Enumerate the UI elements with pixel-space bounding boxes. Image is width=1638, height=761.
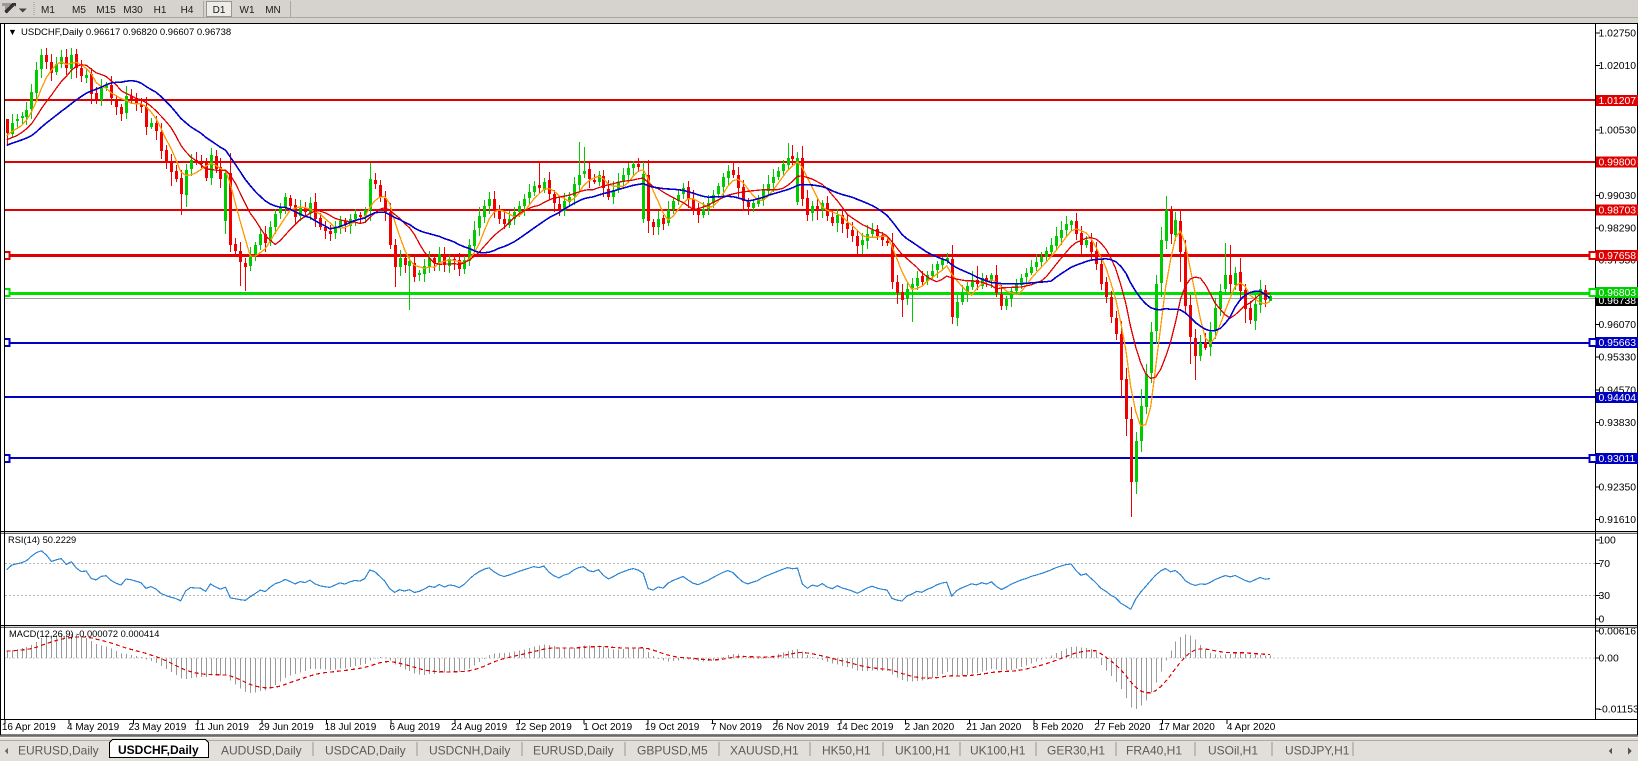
svg-text:1 Oct 2019: 1 Oct 2019 — [583, 722, 632, 733]
svg-text:XAUUSD,H1: XAUUSD,H1 — [730, 744, 799, 758]
svg-text:0.95330: 0.95330 — [1599, 353, 1637, 364]
svg-text:0.99030: 0.99030 — [1599, 191, 1637, 202]
svg-text:UK100,H1: UK100,H1 — [895, 744, 951, 758]
svg-text:EURUSD,Daily: EURUSD,Daily — [533, 744, 614, 758]
svg-text:USDCHF,Daily: USDCHF,Daily — [118, 743, 199, 757]
svg-text:0.92350: 0.92350 — [1599, 483, 1637, 494]
svg-text:30: 30 — [1599, 591, 1611, 602]
svg-text:23 May 2019: 23 May 2019 — [129, 722, 187, 733]
svg-text:M1: M1 — [41, 5, 55, 16]
svg-text:USDCHF,Daily 0.96617 0.96820: USDCHF,Daily 0.96617 0.96820 0.96607 0.9… — [21, 27, 231, 38]
svg-text:0.99800: 0.99800 — [1599, 157, 1637, 168]
svg-text:H1: H1 — [154, 5, 167, 16]
svg-text:0.91610: 0.91610 — [1599, 515, 1637, 526]
svg-text:USDCAD,Daily: USDCAD,Daily — [325, 744, 406, 758]
svg-text:0.93830: 0.93830 — [1599, 418, 1637, 429]
svg-text:1.00530: 1.00530 — [1599, 126, 1637, 137]
svg-text:GBPUSD,M5: GBPUSD,M5 — [637, 744, 708, 758]
svg-text:▼: ▼ — [8, 27, 17, 37]
svg-text:19 Oct 2019: 19 Oct 2019 — [645, 722, 700, 733]
svg-text:0.96070: 0.96070 — [1599, 320, 1637, 331]
svg-text:0.96738: 0.96738 — [1599, 296, 1637, 307]
svg-text:AUDUSD,Daily: AUDUSD,Daily — [221, 744, 302, 758]
svg-text:0.00: 0.00 — [1599, 654, 1619, 665]
svg-text:18 Jul 2019: 18 Jul 2019 — [325, 722, 377, 733]
svg-text:-0.011533: -0.011533 — [1599, 704, 1638, 715]
svg-text:17 Mar 2020: 17 Mar 2020 — [1159, 722, 1216, 733]
svg-text:7 Nov 2019: 7 Nov 2019 — [711, 722, 763, 733]
svg-text:0.95663: 0.95663 — [1599, 338, 1637, 349]
svg-text:26 Nov 2019: 26 Nov 2019 — [772, 722, 829, 733]
svg-text:27 Feb 2020: 27 Feb 2020 — [1094, 722, 1151, 733]
svg-text:1.02750: 1.02750 — [1599, 29, 1637, 40]
svg-text:4 May 2019: 4 May 2019 — [67, 722, 120, 733]
svg-text:HK50,H1: HK50,H1 — [822, 744, 871, 758]
svg-text:4 Apr 2020: 4 Apr 2020 — [1227, 722, 1276, 733]
svg-text:GER30,H1: GER30,H1 — [1047, 744, 1105, 758]
svg-text:12 Sep 2019: 12 Sep 2019 — [515, 722, 572, 733]
svg-text:M5: M5 — [72, 5, 86, 16]
svg-text:0.98290: 0.98290 — [1599, 223, 1637, 234]
svg-text:6 Aug 2019: 6 Aug 2019 — [389, 722, 440, 733]
svg-text:RSI(14) 50.2229: RSI(14) 50.2229 — [8, 535, 76, 545]
svg-text:MACD(12,26,9) -0.000072 0.0004: MACD(12,26,9) -0.000072 0.000414 — [9, 629, 159, 639]
svg-text:W1: W1 — [240, 5, 255, 16]
svg-text:H4: H4 — [181, 5, 194, 16]
svg-text:0: 0 — [1599, 615, 1605, 626]
svg-text:2 Jan 2020: 2 Jan 2020 — [905, 722, 955, 733]
svg-text:100: 100 — [1599, 536, 1617, 547]
svg-text:24 Aug 2019: 24 Aug 2019 — [451, 722, 508, 733]
svg-text:11 Jun 2019: 11 Jun 2019 — [195, 722, 250, 733]
svg-text:EURUSD,Daily: EURUSD,Daily — [18, 744, 99, 758]
svg-text:0.006167: 0.006167 — [1599, 627, 1638, 638]
svg-text:FRA40,H1: FRA40,H1 — [1126, 744, 1182, 758]
svg-text:0.98703: 0.98703 — [1599, 205, 1637, 216]
svg-text:8 Feb 2020: 8 Feb 2020 — [1033, 722, 1084, 733]
svg-text:1.01207: 1.01207 — [1599, 96, 1637, 107]
svg-text:0.93011: 0.93011 — [1599, 454, 1636, 465]
svg-text:0.96803: 0.96803 — [1599, 288, 1637, 299]
svg-text:UK100,H1: UK100,H1 — [970, 744, 1026, 758]
svg-text:21 Jan 2020: 21 Jan 2020 — [966, 722, 1021, 733]
svg-text:1.02010: 1.02010 — [1599, 61, 1637, 72]
svg-text:0.97550: 0.97550 — [1599, 256, 1637, 267]
svg-text:D1: D1 — [213, 5, 226, 16]
svg-text:29 Jun 2019: 29 Jun 2019 — [259, 722, 314, 733]
svg-text:USDJPY,H1: USDJPY,H1 — [1285, 744, 1350, 758]
svg-text:USDCNH,Daily: USDCNH,Daily — [429, 744, 510, 758]
svg-text:M30: M30 — [123, 5, 143, 16]
svg-text:14 Dec 2019: 14 Dec 2019 — [837, 722, 894, 733]
svg-text:0.94570: 0.94570 — [1599, 386, 1637, 397]
svg-text:70: 70 — [1599, 559, 1611, 570]
svg-text:16 Apr 2019: 16 Apr 2019 — [2, 722, 56, 733]
svg-text:0.94404: 0.94404 — [1599, 393, 1637, 404]
svg-text:MN: MN — [265, 5, 281, 16]
svg-text:0.97658: 0.97658 — [1599, 251, 1637, 262]
svg-text:USOil,H1: USOil,H1 — [1208, 744, 1258, 758]
svg-text:M15: M15 — [96, 5, 116, 16]
